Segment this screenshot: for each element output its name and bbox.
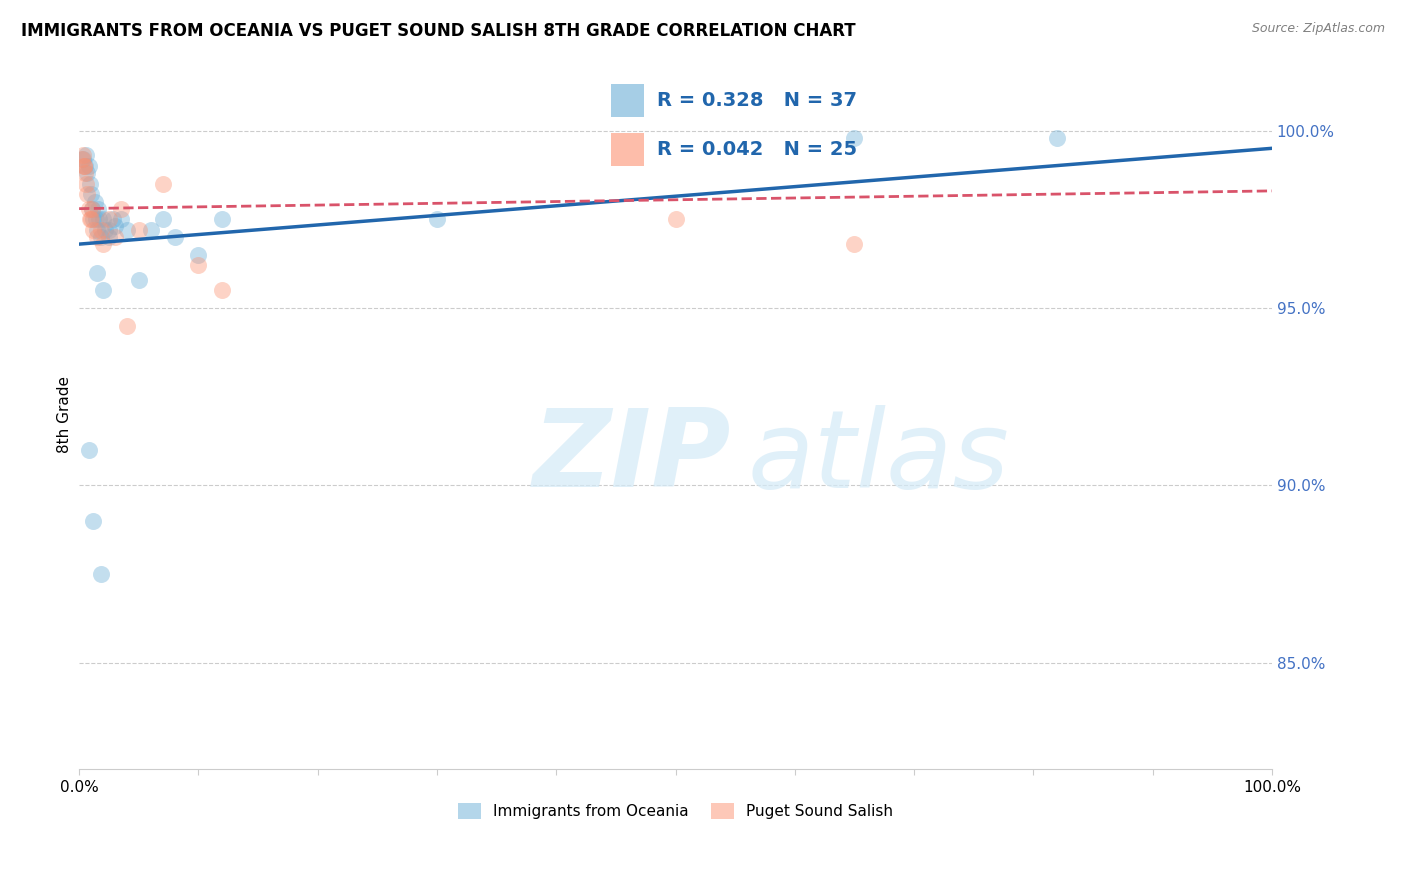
Point <box>79 177 101 191</box>
Point <box>75 166 97 180</box>
Point <box>77 442 100 457</box>
Point <box>83 194 105 209</box>
Point <box>1046 130 1069 145</box>
Point <box>72 152 94 166</box>
Point <box>90 223 112 237</box>
Point <box>73 159 96 173</box>
Text: atlas: atlas <box>747 405 1010 509</box>
Point <box>86 223 108 237</box>
Point <box>844 130 866 145</box>
Point <box>82 514 104 528</box>
Point <box>82 202 104 216</box>
Point <box>101 212 124 227</box>
Point <box>110 212 132 227</box>
Point <box>139 223 162 237</box>
Point <box>82 223 104 237</box>
Point <box>97 230 120 244</box>
Point <box>73 159 96 173</box>
Point <box>104 219 127 234</box>
Point <box>426 212 449 227</box>
Point <box>115 318 138 333</box>
Point <box>75 177 97 191</box>
Y-axis label: 8th Grade: 8th Grade <box>58 376 72 453</box>
Point <box>82 212 104 227</box>
Point <box>84 212 107 227</box>
Point <box>76 166 98 180</box>
Point <box>91 237 114 252</box>
Point <box>187 248 209 262</box>
Text: ZIP: ZIP <box>533 404 731 510</box>
Point <box>844 237 866 252</box>
Legend: Immigrants from Oceania, Puget Sound Salish: Immigrants from Oceania, Puget Sound Sal… <box>451 797 900 825</box>
Point <box>211 283 233 297</box>
Point <box>187 259 209 273</box>
Point <box>75 159 97 173</box>
Point <box>86 230 108 244</box>
Point <box>82 202 104 216</box>
Point <box>80 187 103 202</box>
Point <box>91 212 114 227</box>
Point <box>128 272 150 286</box>
Point <box>75 148 97 162</box>
Point <box>77 202 100 216</box>
Point <box>72 148 94 162</box>
Point <box>86 266 108 280</box>
Point <box>163 230 186 244</box>
Point <box>77 159 100 173</box>
Text: Source: ZipAtlas.com: Source: ZipAtlas.com <box>1251 22 1385 36</box>
Point <box>90 230 112 244</box>
Point <box>70 152 93 166</box>
Point <box>110 202 132 216</box>
Point <box>94 223 117 237</box>
Point <box>87 202 110 216</box>
Point <box>91 283 114 297</box>
Point <box>97 212 120 227</box>
Text: IMMIGRANTS FROM OCEANIA VS PUGET SOUND SALISH 8TH GRADE CORRELATION CHART: IMMIGRANTS FROM OCEANIA VS PUGET SOUND S… <box>21 22 856 40</box>
Point <box>664 212 686 227</box>
Point <box>80 212 103 227</box>
Point <box>211 212 233 227</box>
Point <box>152 177 174 191</box>
Point <box>128 223 150 237</box>
Point <box>76 187 98 202</box>
Point <box>90 567 112 582</box>
Point <box>115 223 138 237</box>
Point <box>79 212 101 227</box>
Point <box>97 223 120 237</box>
Point <box>89 212 111 227</box>
Point <box>104 230 127 244</box>
Point <box>152 212 174 227</box>
